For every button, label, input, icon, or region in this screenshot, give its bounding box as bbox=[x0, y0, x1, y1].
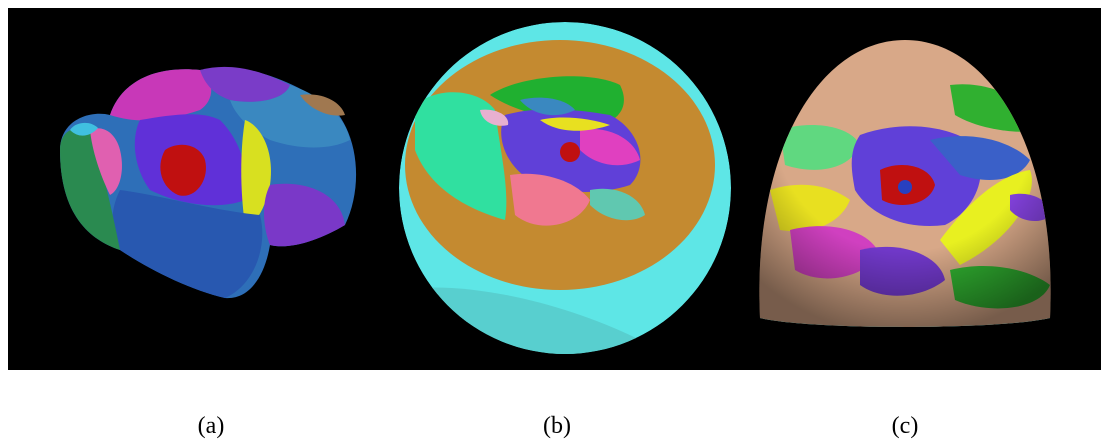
page: (a) (b) (c) (() => { const data = JSON.p… bbox=[0, 0, 1101, 445]
panel-label: (b) bbox=[543, 413, 571, 439]
figure: (a) (b) (c) bbox=[0, 0, 1101, 445]
panel-label: (a) bbox=[198, 413, 225, 439]
panel-label: (c) bbox=[892, 413, 919, 439]
